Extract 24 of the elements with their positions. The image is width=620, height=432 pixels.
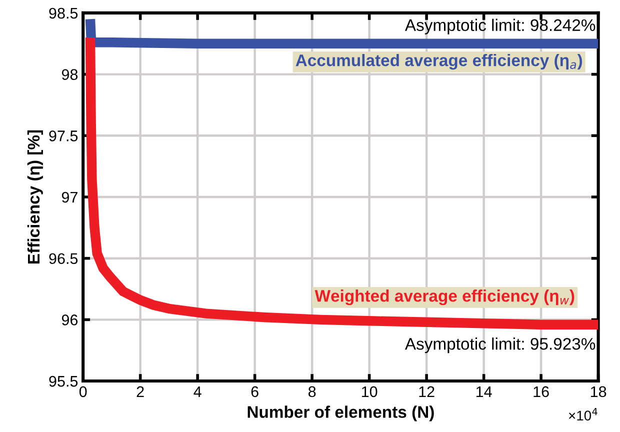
series-label: Accumulated average efficiency (η$_{a}$) (296, 54, 582, 70)
x-tick-label: 12 (419, 386, 434, 397)
y-tick-label: 97.5 (49, 130, 78, 142)
y-tick-label: 96.5 (49, 253, 78, 264)
x-tick-label: 16 (534, 386, 549, 398)
y-tick-label: 96 (62, 314, 78, 326)
y-tick-label: 98 (62, 69, 78, 80)
y-axis-title: Efficiency (η) [%] (27, 130, 43, 264)
series-label: Weighted average efficiency (η$_{w}$) (314, 290, 574, 306)
y-tick-label: 95.5 (49, 376, 78, 387)
x-tick-label: 0 (79, 386, 87, 398)
x-tick-label: 10 (362, 386, 378, 398)
y-tick-label: 98.5 (49, 8, 78, 19)
x-tick-label: 14 (476, 386, 492, 397)
text: ×10$^{4}$ (568, 408, 598, 421)
x-tick-label: 2 (136, 386, 144, 397)
x-axis-title: Number of elements (N) (248, 406, 434, 422)
annotation: Asymptotic limit: 95.923% (404, 338, 596, 354)
x-tick-label: 8 (308, 386, 316, 398)
x-tick-label: 18 (590, 386, 606, 398)
x-tick-label: 4 (194, 386, 202, 397)
y-tick-label: 97 (62, 192, 78, 203)
annotation: Asymptotic limit: 98.242% (404, 18, 596, 34)
x-tick-label: 6 (251, 386, 258, 398)
